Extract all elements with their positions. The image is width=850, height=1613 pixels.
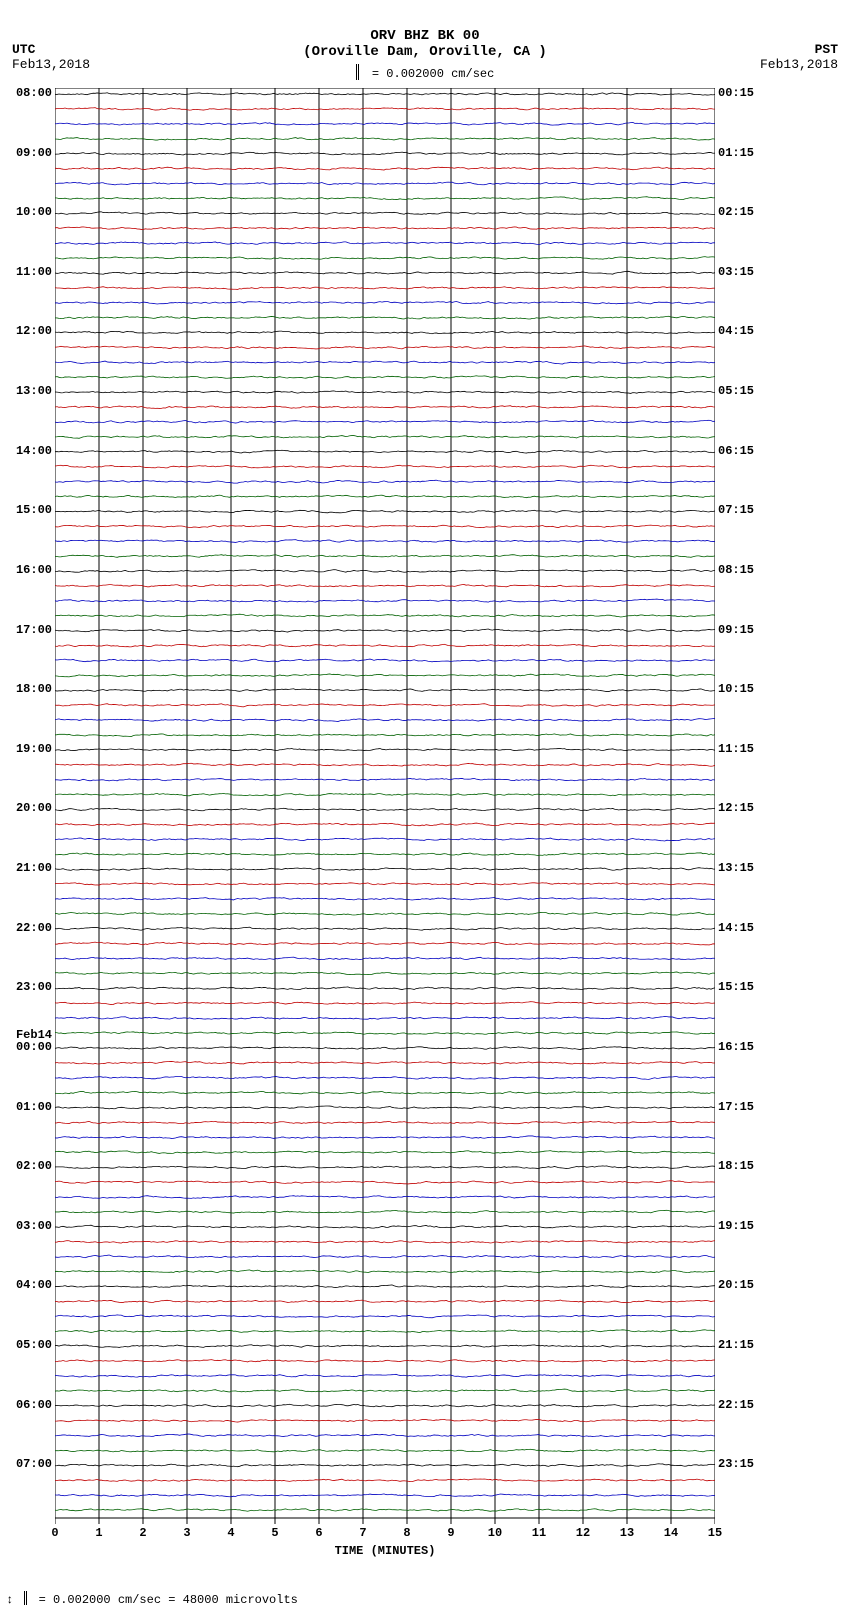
time-label: 18:15 — [718, 1159, 754, 1173]
time-label: 20:15 — [718, 1278, 754, 1292]
scale-bar-icon — [356, 64, 359, 80]
time-label: 12:00 — [16, 324, 52, 338]
footer-bar-icon — [24, 1591, 27, 1605]
seismogram-page: UTC Feb13,2018 PST Feb13,2018 ORV BHZ BK… — [0, 0, 850, 1613]
time-label: 06:00 — [16, 1398, 52, 1412]
chart-title: ORV BHZ BK 00 (Oroville Dam, Oroville, C… — [0, 28, 850, 60]
time-label: 13:00 — [16, 384, 52, 398]
footer-prefix: ↕ — [6, 1593, 13, 1607]
x-tick-label: 12 — [576, 1526, 590, 1540]
time-label: 01:15 — [718, 146, 754, 160]
time-label: 18:00 — [16, 682, 52, 696]
time-label: 19:15 — [718, 1219, 754, 1233]
time-label: 17:00 — [16, 623, 52, 637]
time-label: 00:15 — [718, 86, 754, 100]
time-label: 21:15 — [718, 1338, 754, 1352]
x-tick-label: 0 — [51, 1526, 58, 1540]
seismogram-svg — [55, 88, 715, 1558]
x-axis-title: TIME (MINUTES) — [55, 1544, 715, 1558]
time-label: 13:15 — [718, 861, 754, 875]
time-label: 06:15 — [718, 444, 754, 458]
x-tick-label: 8 — [403, 1526, 410, 1540]
time-label: 16:15 — [718, 1040, 754, 1054]
x-tick-label: 7 — [359, 1526, 366, 1540]
time-label: 10:15 — [718, 682, 754, 696]
scale-legend: = 0.002000 cm/sec — [0, 66, 850, 82]
x-tick-label: 13 — [620, 1526, 634, 1540]
plot-area — [55, 88, 715, 1518]
x-tick-label: 4 — [227, 1526, 234, 1540]
x-tick-label: 11 — [532, 1526, 546, 1540]
time-label: 15:15 — [718, 980, 754, 994]
scale-text: = 0.002000 cm/sec — [372, 67, 494, 81]
time-label: 23:00 — [16, 980, 52, 994]
x-tick-label: 14 — [664, 1526, 678, 1540]
time-label: 05:15 — [718, 384, 754, 398]
x-tick-label: 2 — [139, 1526, 146, 1540]
time-label: 22:15 — [718, 1398, 754, 1412]
time-label: 02:00 — [16, 1159, 52, 1173]
time-label: 11:00 — [16, 265, 52, 279]
x-tick-label: 5 — [271, 1526, 278, 1540]
footer-scale: ↕ = 0.002000 cm/sec = 48000 microvolts — [6, 1593, 298, 1607]
time-label: 19:00 — [16, 742, 52, 756]
location-line: (Oroville Dam, Oroville, CA ) — [0, 44, 850, 60]
time-label: 07:15 — [718, 503, 754, 517]
time-label: 16:00 — [16, 563, 52, 577]
time-label: 05:00 — [16, 1338, 52, 1352]
time-label: 10:00 — [16, 205, 52, 219]
time-label: 11:15 — [718, 742, 754, 756]
time-label: 14:15 — [718, 921, 754, 935]
time-label: 21:00 — [16, 861, 52, 875]
x-tick-label: 15 — [708, 1526, 722, 1540]
time-label: 12:15 — [718, 801, 754, 815]
time-label: 09:15 — [718, 623, 754, 637]
x-tick-label: 1 — [95, 1526, 102, 1540]
time-label: 00:00 — [16, 1040, 52, 1054]
time-label: 03:00 — [16, 1219, 52, 1233]
time-label: 07:00 — [16, 1457, 52, 1471]
time-label: 08:15 — [718, 563, 754, 577]
time-label: 09:00 — [16, 146, 52, 160]
time-label: 01:00 — [16, 1100, 52, 1114]
x-tick-label: 6 — [315, 1526, 322, 1540]
time-label: 23:15 — [718, 1457, 754, 1471]
time-label: 04:15 — [718, 324, 754, 338]
time-label: 02:15 — [718, 205, 754, 219]
x-tick-label: 10 — [488, 1526, 502, 1540]
footer-text: = 0.002000 cm/sec = 48000 microvolts — [39, 1593, 298, 1607]
time-label: 03:15 — [718, 265, 754, 279]
time-label: 15:00 — [16, 503, 52, 517]
station-line: ORV BHZ BK 00 — [0, 28, 850, 44]
x-tick-label: 9 — [447, 1526, 454, 1540]
time-label: 14:00 — [16, 444, 52, 458]
time-label: 20:00 — [16, 801, 52, 815]
time-label: 22:00 — [16, 921, 52, 935]
time-label: 08:00 — [16, 86, 52, 100]
time-label: 17:15 — [718, 1100, 754, 1114]
time-label: 04:00 — [16, 1278, 52, 1292]
x-tick-label: 3 — [183, 1526, 190, 1540]
